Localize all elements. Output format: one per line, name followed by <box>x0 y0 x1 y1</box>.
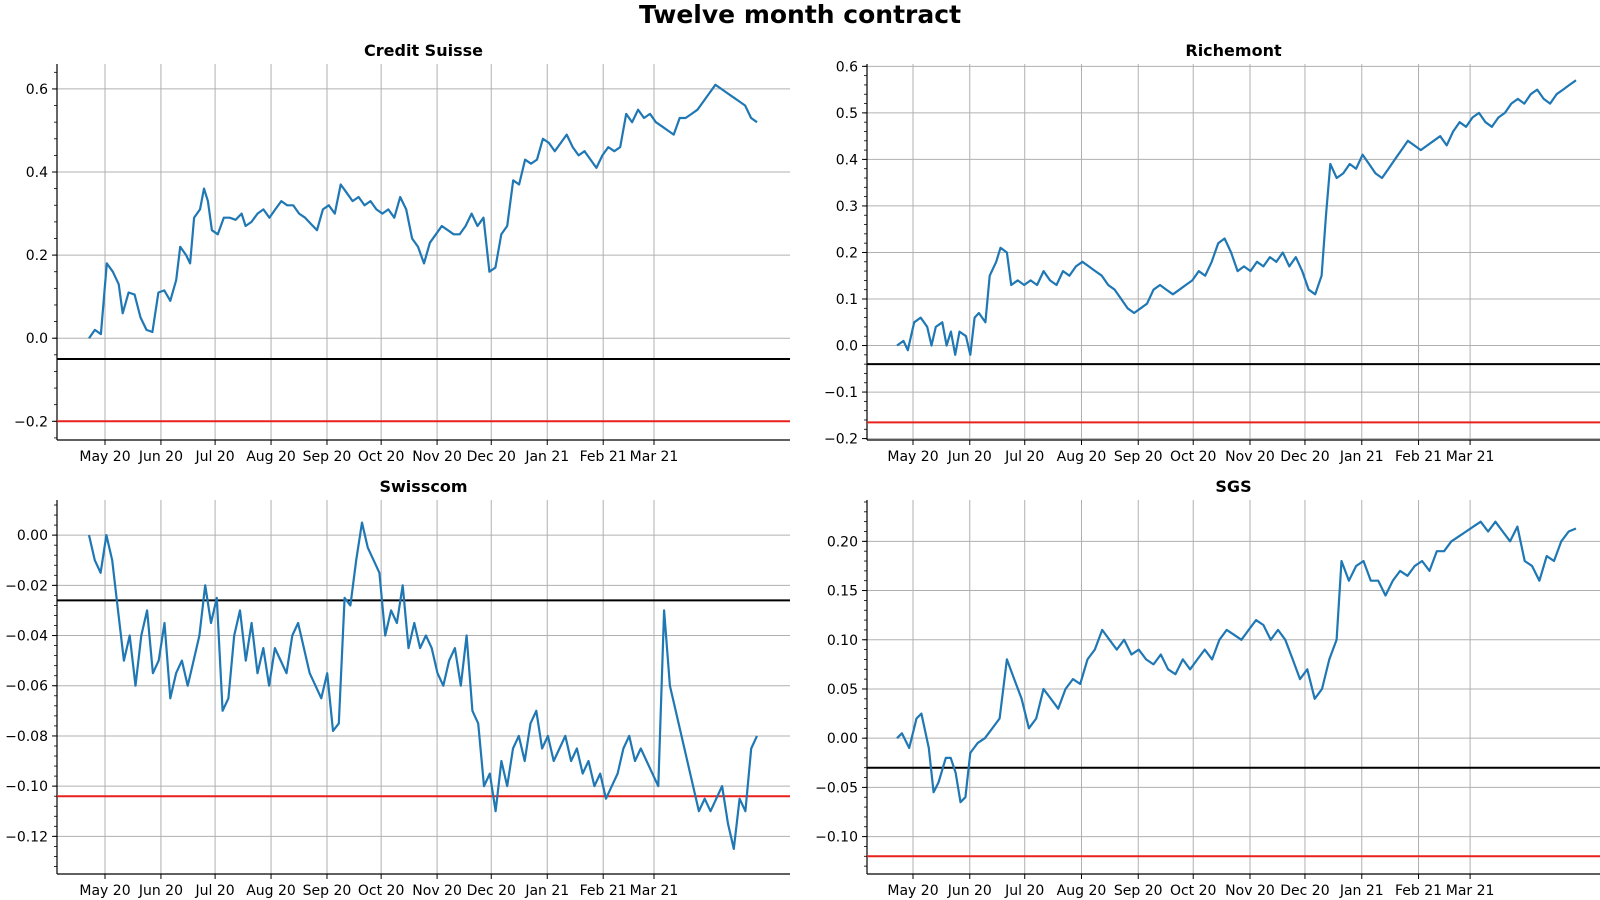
x-tick-label: Jul 20 <box>1004 449 1044 465</box>
figure-title: Twelve month contract <box>638 0 962 29</box>
y-tick-label: 0.0 <box>836 339 858 355</box>
x-tick-label: Aug 20 <box>1057 449 1107 465</box>
x-tick-label: Nov 20 <box>412 883 462 899</box>
x-tick-label: Jan 21 <box>1339 883 1384 899</box>
x-tick-label: Jul 20 <box>195 883 235 899</box>
y-tick-label: 0.3 <box>836 199 858 215</box>
panel-title: Richemont <box>1185 41 1282 60</box>
series-line <box>88 83 758 339</box>
panel-title: Credit Suisse <box>364 41 483 60</box>
y-tick-label: 0.20 <box>827 534 858 550</box>
x-tick-label: May 20 <box>887 449 938 465</box>
x-tick-label: Feb 21 <box>580 883 627 899</box>
y-tick-label: −0.12 <box>5 829 48 845</box>
x-tick-label: Oct 20 <box>358 449 404 465</box>
y-tick-label: −0.02 <box>5 578 48 594</box>
y-tick-label: −0.05 <box>815 780 858 796</box>
series-line <box>896 79 1577 356</box>
panel-sgs: SGS May 20 Jun 20 Jul 20 Aug 20 Sep 20 Oct 20… <box>815 477 1600 899</box>
x-tick-label: Dec 20 <box>1280 883 1329 899</box>
panel-title: SGS <box>1215 477 1251 496</box>
x-tick-label: Aug 20 <box>246 449 296 465</box>
y-tick-label: 0.4 <box>836 152 858 168</box>
x-tick-label: Jan 21 <box>524 449 569 465</box>
x-tick-label: Jun 20 <box>947 449 992 465</box>
y-tick-label: −0.10 <box>815 830 858 846</box>
y-tick-label: 0.6 <box>26 82 48 98</box>
x-tick-label: Jul 20 <box>1004 883 1044 899</box>
y-tick-label: 0.10 <box>827 633 858 649</box>
x-tick-label: Oct 20 <box>358 883 404 899</box>
x-tick-label: Jun 20 <box>138 449 183 465</box>
panel-swisscom: Swisscom May 20 Jun 20 Jul 20 Aug 20 Sep 20 O… <box>5 477 790 899</box>
x-tick-label: May 20 <box>887 883 938 899</box>
x-tick-label: Mar 21 <box>630 883 679 899</box>
x-tick-label: Nov 20 <box>1225 449 1275 465</box>
x-tick-label: May 20 <box>79 449 130 465</box>
y-tick-label: 0.1 <box>836 292 858 308</box>
y-tick-label: 0.2 <box>836 245 858 261</box>
x-tick-label: Mar 21 <box>1446 883 1495 899</box>
x-tick-label: Nov 20 <box>412 449 462 465</box>
x-tick-label: Sep 20 <box>1114 449 1163 465</box>
y-tick-label: 0.15 <box>827 584 858 600</box>
x-tick-label: Oct 20 <box>1170 449 1216 465</box>
x-tick-label: Dec 20 <box>467 449 516 465</box>
panel-title: Swisscom <box>380 477 468 496</box>
series-line <box>896 520 1577 804</box>
panel-credit-suisse: Credit Suisse May 20 Jun 20 Jul 20 Aug 20 Se… <box>14 41 790 465</box>
x-tick-label: Dec 20 <box>1280 449 1329 465</box>
y-tick-label: 0.5 <box>836 106 858 122</box>
panel-richemont: Richemont May 20 Jun 20 Jul 20 Aug 20 Sep 20… <box>824 41 1600 465</box>
x-tick-label: Sep 20 <box>303 883 352 899</box>
y-tick-label: −0.10 <box>5 779 48 795</box>
x-tick-label: May 20 <box>79 883 130 899</box>
y-tick-label: 0.05 <box>827 682 858 698</box>
x-tick-label: Sep 20 <box>303 449 352 465</box>
x-tick-label: Jun 20 <box>947 883 992 899</box>
y-tick-label: −0.04 <box>5 629 48 645</box>
x-tick-label: Mar 21 <box>630 449 679 465</box>
x-tick-label: Jan 21 <box>524 883 569 899</box>
x-tick-label: Dec 20 <box>467 883 516 899</box>
series-line <box>87 521 758 851</box>
x-tick-label: Mar 21 <box>1446 449 1495 465</box>
y-tick-label: 0.2 <box>26 248 48 264</box>
x-tick-label: Feb 21 <box>580 449 627 465</box>
x-tick-label: Jun 20 <box>138 883 183 899</box>
y-tick-label: −0.08 <box>5 729 48 745</box>
x-tick-label: Oct 20 <box>1170 883 1216 899</box>
x-tick-label: Feb 21 <box>1395 449 1442 465</box>
x-tick-label: Aug 20 <box>1057 883 1107 899</box>
y-tick-label: −0.1 <box>824 385 858 401</box>
y-tick-label: −0.06 <box>5 679 48 695</box>
x-tick-label: Nov 20 <box>1225 883 1275 899</box>
x-tick-label: Jan 21 <box>1339 449 1384 465</box>
y-tick-label: 0.0 <box>26 331 48 347</box>
y-tick-label: −0.2 <box>824 432 858 448</box>
x-tick-label: Jul 20 <box>195 449 235 465</box>
y-tick-label: 0.00 <box>827 731 858 747</box>
x-tick-label: Sep 20 <box>1114 883 1163 899</box>
x-tick-label: Feb 21 <box>1395 883 1442 899</box>
y-tick-label: 0.00 <box>17 528 48 544</box>
y-tick-label: −0.2 <box>14 414 48 430</box>
x-tick-label: Aug 20 <box>246 883 296 899</box>
y-tick-label: 0.6 <box>836 59 858 75</box>
y-tick-label: 0.4 <box>26 165 48 181</box>
